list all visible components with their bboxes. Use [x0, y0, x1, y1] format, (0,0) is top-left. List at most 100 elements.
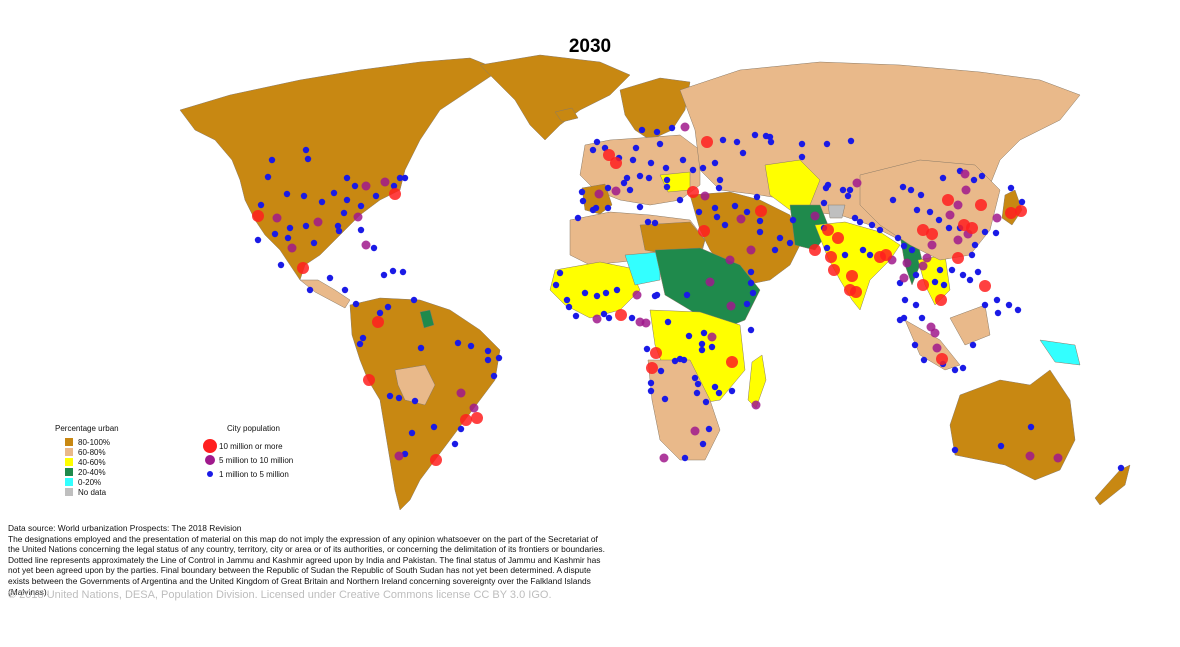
city-marker-1-5m	[876, 226, 884, 234]
city-marker-1-5m	[749, 289, 757, 297]
city-marker-1-5m	[716, 176, 724, 184]
region-guyana	[419, 309, 435, 329]
city-marker-1-5m	[912, 301, 920, 309]
city-marker-1-5m	[851, 214, 859, 222]
city-marker-1-5m	[1027, 423, 1035, 431]
region-north-america	[179, 57, 501, 281]
city-marker-5-10m	[992, 213, 1002, 223]
city-marker-10m-plus	[880, 249, 892, 261]
city-marker-1-5m	[747, 279, 755, 287]
city-marker-1-5m	[911, 341, 919, 349]
city-marker-10m-plus	[755, 205, 767, 217]
city-marker-10m-plus	[917, 279, 929, 291]
city-marker-5-10m	[700, 191, 710, 201]
city-marker-10m-plus	[1015, 205, 1027, 217]
city-marker-1-5m	[386, 392, 394, 400]
city-marker-10m-plus	[1005, 207, 1017, 219]
city-marker-1-5m	[662, 164, 670, 172]
city-marker-1-5m	[647, 379, 655, 387]
city-marker-1-5m	[1018, 198, 1026, 206]
city-marker-10m-plus	[252, 210, 264, 222]
city-marker-1-5m	[824, 181, 832, 189]
city-marker-1-5m	[889, 196, 897, 204]
city-marker-1-5m	[743, 208, 751, 216]
legend-urban-item: 20-40%	[65, 467, 119, 477]
city-marker-1-5m	[326, 274, 334, 282]
region-southern-africa	[647, 359, 721, 461]
city-marker-1-5m	[992, 229, 1000, 237]
city-marker-1-5m	[705, 425, 713, 433]
city-marker-1-5m	[664, 318, 672, 326]
legend-circle-icon	[203, 439, 217, 453]
city-marker-10m-plus	[615, 309, 627, 321]
city-marker-1-5m	[719, 136, 727, 144]
city-marker-1-5m	[981, 301, 989, 309]
legend-city-population: City population 10 million or more 5 mill…	[203, 424, 293, 481]
city-marker-10m-plus	[610, 157, 622, 169]
city-marker-1-5m	[330, 189, 338, 197]
city-marker-5-10m	[641, 318, 651, 328]
region-bolivia	[394, 364, 436, 406]
city-marker-10m-plus	[825, 251, 837, 263]
city-marker-1-5m	[636, 203, 644, 211]
city-marker-1-5m	[981, 228, 989, 236]
city-marker-1-5m	[926, 208, 934, 216]
city-marker-1-5m	[629, 156, 637, 164]
city-marker-1-5m	[302, 146, 310, 154]
legend-swatch-icon	[65, 458, 73, 466]
city-marker-5-10m	[287, 243, 297, 253]
legend-urban-item: No data	[65, 487, 119, 497]
city-marker-5-10m	[680, 122, 690, 132]
city-marker-10m-plus	[828, 264, 840, 276]
city-marker-1-5m	[357, 202, 365, 210]
legend-city-item: 10 million or more	[203, 439, 293, 453]
region-iceland	[554, 107, 579, 123]
city-marker-5-10m	[659, 453, 669, 463]
city-marker-5-10m	[456, 388, 466, 398]
region-niger	[624, 251, 661, 286]
city-marker-1-5m	[974, 268, 982, 276]
legend-city-title: City population	[227, 424, 280, 433]
city-marker-1-5m	[767, 138, 775, 146]
city-marker-1-5m	[613, 286, 621, 294]
city-marker-1-5m	[647, 387, 655, 395]
city-marker-1-5m	[866, 251, 874, 259]
city-marker-1-5m	[651, 219, 659, 227]
city-marker-5-10m	[611, 186, 621, 196]
city-marker-5-10m	[690, 426, 700, 436]
legend-swatch-icon	[65, 438, 73, 446]
city-marker-1-5m	[264, 173, 272, 181]
city-marker-1-5m	[417, 344, 425, 352]
city-marker-10m-plus	[809, 244, 821, 256]
city-marker-5-10m	[932, 343, 942, 353]
legend-urban-label: No data	[78, 487, 107, 497]
city-marker-5-10m	[394, 451, 404, 461]
city-marker-1-5m	[408, 429, 416, 437]
city-marker-1-5m	[565, 303, 573, 311]
city-marker-1-5m	[605, 314, 613, 322]
city-marker-1-5m	[681, 454, 689, 462]
legend-city-item: 1 million to 5 million	[203, 467, 293, 481]
city-marker-1-5m	[695, 208, 703, 216]
city-marker-1-5m	[971, 241, 979, 249]
city-marker-1-5m	[563, 296, 571, 304]
city-marker-1-5m	[698, 340, 706, 348]
city-marker-1-5m	[939, 174, 947, 182]
city-marker-1-5m	[643, 345, 651, 353]
region-greenland	[479, 54, 631, 141]
city-markers	[252, 122, 1125, 472]
legend-percentage-urban: Percentage urban 80-100% 60-80% 40-60% 20-4…	[55, 424, 119, 497]
city-marker-1-5m	[663, 183, 671, 191]
city-marker-1-5m	[959, 271, 967, 279]
city-marker-5-10m	[927, 240, 937, 250]
city-marker-5-10m	[922, 253, 932, 263]
city-marker-1-5m	[731, 202, 739, 210]
city-marker-1-5m	[823, 244, 831, 252]
city-marker-10m-plus	[966, 222, 978, 234]
city-marker-1-5m	[969, 341, 977, 349]
city-marker-1-5m	[970, 176, 978, 184]
city-marker-1-5m	[376, 309, 384, 317]
city-marker-10m-plus	[363, 374, 375, 386]
city-marker-1-5m	[841, 251, 849, 259]
city-marker-1-5m	[1005, 301, 1013, 309]
